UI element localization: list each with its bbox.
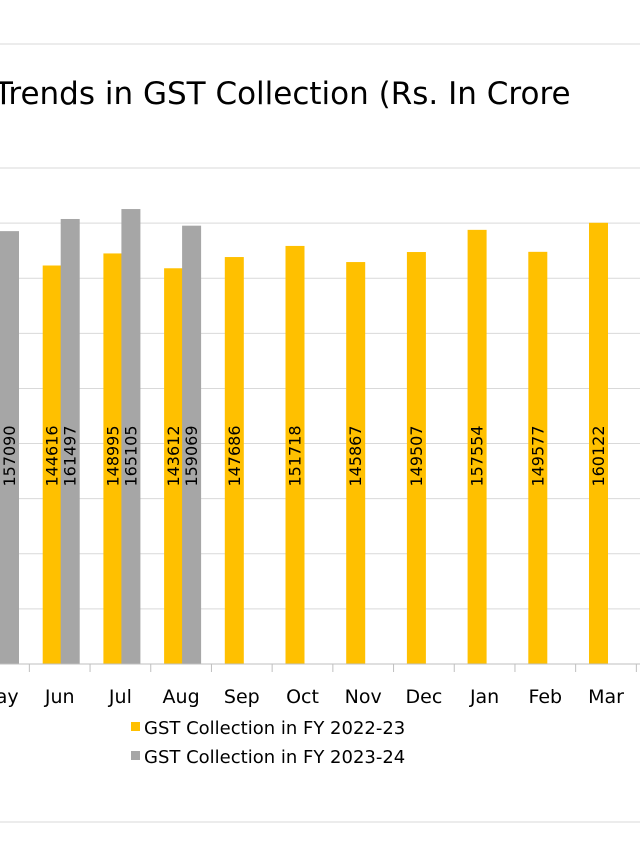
bar-fy2022-23 (164, 268, 184, 664)
bar-fy2022-23 (528, 251, 548, 664)
data-label: 157090 (0, 425, 19, 486)
data-label: 165105 (121, 425, 140, 486)
legend-label-fy2023-24: GST Collection in FY 2023-24 (144, 747, 405, 768)
x-tick-label: Jul (108, 686, 132, 708)
data-label: 143612 (164, 425, 183, 486)
x-tick-label: Sep (224, 686, 260, 708)
bar-fy2023-24 (182, 225, 202, 665)
data-label: 145867 (346, 425, 365, 486)
x-tick-label: Feb (528, 686, 562, 708)
x-tick-label: Nov (345, 686, 382, 708)
x-tick-label: Dec (406, 686, 443, 708)
bar-fy2023-24 (0, 231, 19, 665)
data-label: 140885 (0, 425, 1, 486)
x-tick-marks (28, 664, 637, 672)
bar-fy2022-23 (467, 229, 487, 664)
bar-fy2022-23 (406, 252, 426, 665)
bar-fy2022-23 (346, 262, 366, 664)
x-tick-label: Oct (286, 686, 319, 708)
x-tick-label: Aug (163, 686, 200, 708)
bar-fy2022-23 (103, 253, 123, 664)
bar-fy2023-24 (121, 209, 141, 664)
x-tick-label: Mar (588, 686, 624, 708)
data-label: 149507 (407, 425, 426, 486)
data-label: 151718 (286, 425, 305, 486)
data-label: 160122 (589, 425, 608, 486)
x-axis-tick-labels: May Jun Jul Aug Sep Oct Nov Dec Jan Feb Mar (0, 686, 624, 708)
data-label: 149577 (528, 425, 547, 486)
data-label: 157554 (468, 425, 487, 486)
bar-fy2022-23 (589, 222, 608, 664)
bar-fy2022-23 (42, 265, 62, 664)
bar-fy2023-24 (60, 218, 80, 665)
x-tick-label: Jan (469, 686, 499, 708)
chart-title: Trends in GST Collection (Rs. In Crore (0, 76, 571, 112)
data-label: 161497 (61, 425, 80, 486)
data-label: 159069 (182, 425, 201, 486)
x-tick-label: Jun (44, 686, 75, 708)
x-tick-label: May (0, 686, 19, 708)
data-label: 144616 (43, 425, 62, 486)
bars (0, 209, 608, 665)
legend-swatch-fy2022-23 (131, 722, 140, 731)
legend-swatch-fy2023-24 (131, 751, 140, 760)
legend-label-fy2022-23: GST Collection in FY 2022-23 (144, 718, 405, 739)
data-label: 147686 (225, 425, 244, 486)
legend: GST Collection in FY 2022-23 GST Collect… (131, 718, 405, 768)
data-label: 148995 (103, 425, 122, 486)
bar-fy2022-23 (224, 257, 244, 664)
bar-fy2022-23 (285, 245, 305, 664)
